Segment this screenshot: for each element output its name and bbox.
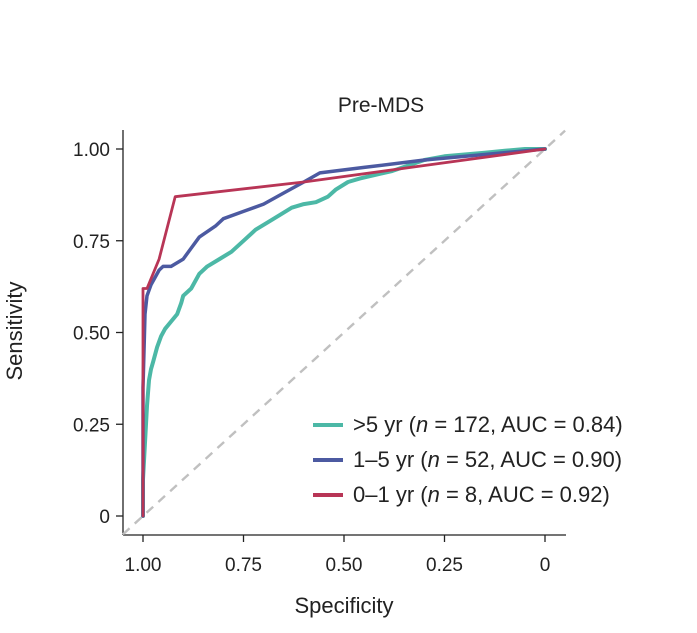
y-axis-label: Sensitivity [2,281,27,380]
reference-diagonal-line [122,129,566,536]
y-tick-label: 0.25 [73,415,110,436]
x-axis-label: Specificity [294,593,393,618]
chart-title: Pre-MDS [338,94,424,117]
y-tick-label: 0 [99,507,110,528]
x-tick-label: 0 [540,555,551,576]
legend: >5 yr (n = 172, AUC = 0.84) 1–5 yr (n = 5… [313,412,623,507]
legend-label-series-1: >5 yr (n = 172, AUC = 0.84) [353,412,623,437]
x-tick-label: 0.50 [326,555,363,576]
x-tick-label: 0.25 [426,555,463,576]
y-tick-label: 0.50 [73,324,110,345]
roc-curve-series-2 [141,147,547,518]
y-tick-label: 0.75 [73,232,110,253]
y-tick-label: 1.00 [73,140,110,161]
legend-label-series-2: 1–5 yr (n = 52, AUC = 0.90) [353,447,622,472]
roc-curve-series-3 [141,147,547,518]
x-tick-label: 0.75 [225,555,262,576]
plot-area: 0 0.25 0.50 0.75 1.00 1.00 0.75 0.50 0.25 0 [73,129,566,576]
legend-label-series-3: 0–1 yr (n = 8, AUC = 0.92) [353,482,610,507]
x-tick-label: 1.00 [125,555,162,576]
